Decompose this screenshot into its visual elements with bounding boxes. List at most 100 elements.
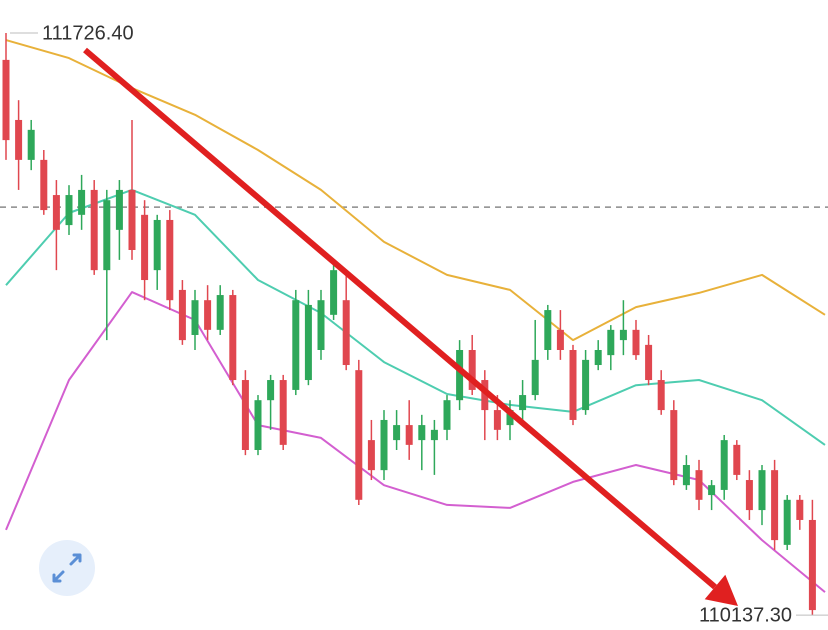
max-label: 111726.40 — [42, 22, 134, 44]
candle-body — [682, 465, 690, 486]
candle — [468, 334, 476, 396]
candle — [367, 419, 375, 481]
candle — [153, 214, 161, 290]
candle-body — [443, 400, 451, 430]
candle-body — [556, 329, 564, 350]
candle — [78, 174, 86, 230]
candle-body — [519, 395, 527, 411]
candle-body — [279, 380, 287, 445]
candle-body — [481, 380, 489, 411]
candle-body — [708, 485, 716, 496]
candle-body — [90, 189, 98, 271]
candle-body — [758, 470, 766, 511]
candle — [279, 374, 287, 450]
candle — [443, 395, 451, 441]
expand-button[interactable] — [39, 540, 95, 596]
candle-body — [191, 300, 199, 335]
candle — [304, 289, 312, 386]
candle — [670, 400, 678, 486]
candle — [758, 465, 766, 526]
candle-body — [645, 344, 653, 381]
candle — [771, 459, 779, 550]
candle-body — [141, 214, 149, 281]
candle — [582, 350, 590, 415]
candle — [40, 150, 48, 215]
candle — [695, 459, 703, 511]
candle-body — [115, 189, 123, 230]
candle — [796, 495, 804, 530]
candle — [90, 180, 98, 275]
candle-body — [153, 219, 161, 271]
candle-body — [380, 419, 388, 471]
candle — [481, 370, 489, 441]
candle — [393, 410, 401, 450]
candle-body — [796, 499, 804, 520]
candle-body — [267, 380, 275, 401]
candle — [103, 189, 111, 341]
candle — [254, 395, 262, 456]
candle-body — [808, 519, 816, 611]
band-line — [5, 291, 826, 593]
candle-body — [65, 195, 73, 226]
band-line — [5, 188, 826, 446]
candle — [569, 344, 577, 426]
candle — [191, 289, 199, 350]
candle-body — [342, 300, 350, 366]
expand-icon[interactable] — [52, 553, 82, 583]
candle — [645, 334, 653, 386]
candle-body — [27, 129, 35, 160]
candle — [178, 280, 186, 345]
candle — [405, 400, 413, 460]
arrow-shaft — [83, 47, 717, 590]
candle-body — [657, 380, 665, 411]
candle — [708, 480, 716, 511]
candle — [65, 185, 73, 235]
candle — [594, 340, 602, 371]
candle-body — [166, 219, 174, 301]
min-label: 110137.30 — [699, 604, 792, 626]
candle — [267, 374, 275, 430]
candle-body — [745, 480, 753, 511]
candle-body — [569, 350, 577, 420]
candle — [619, 300, 627, 356]
candle — [27, 119, 35, 171]
candle — [657, 370, 665, 415]
candle-body — [582, 359, 590, 411]
candle — [418, 414, 426, 471]
candle — [216, 285, 224, 335]
candle — [52, 180, 60, 271]
candle — [141, 200, 149, 301]
candle — [720, 434, 728, 500]
candle — [607, 325, 615, 371]
candle — [292, 289, 300, 396]
candle-body — [367, 440, 375, 471]
arrow-head — [704, 574, 738, 606]
candle-body — [304, 304, 312, 381]
candle-body — [783, 499, 791, 545]
candle-body — [771, 470, 779, 541]
candle-body — [355, 370, 363, 500]
candle-body — [330, 270, 338, 315]
candle-body — [695, 470, 703, 500]
candle-body — [317, 300, 325, 350]
candle-body — [128, 189, 136, 250]
candle — [745, 470, 753, 520]
candle-body — [607, 329, 615, 356]
candle — [544, 304, 552, 360]
candle-body — [493, 410, 501, 430]
candle — [15, 100, 23, 190]
candle-body — [2, 59, 10, 141]
band-line — [5, 39, 826, 342]
candle — [229, 289, 237, 386]
expand-button-bg[interactable] — [39, 540, 95, 596]
candle-body — [456, 350, 464, 401]
candle-body — [418, 425, 426, 441]
candle-body — [103, 200, 111, 271]
candle — [519, 380, 527, 426]
candle — [632, 319, 640, 360]
candle-body — [204, 300, 212, 330]
candle-body — [229, 295, 237, 381]
candle — [330, 265, 338, 320]
